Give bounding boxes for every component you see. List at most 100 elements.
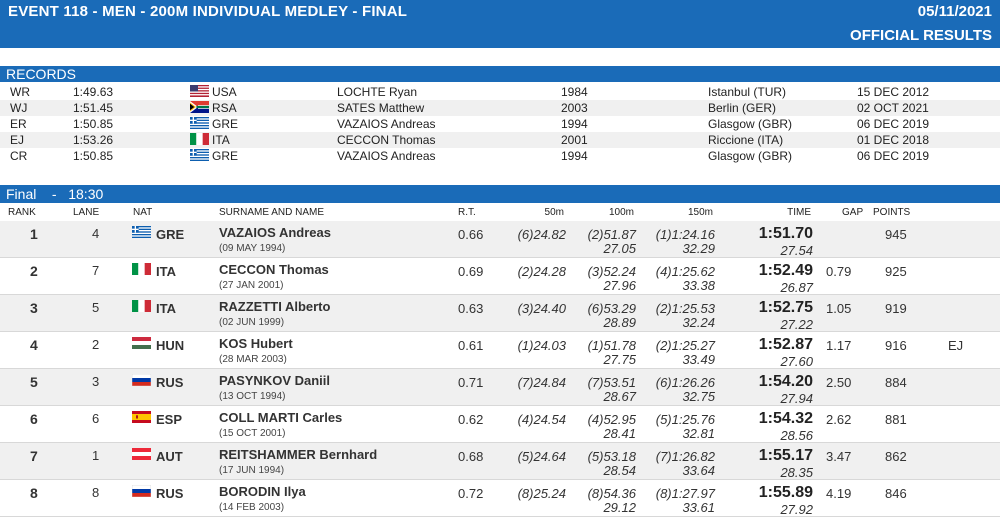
athlete-name: PASYNKOV Daniil [219,373,331,388]
result-nat: ESP [156,412,183,427]
split-50m: (6)24.82 [517,227,566,242]
records-title: RECORDS [6,66,77,82]
time-gap: 2.50 [826,375,852,390]
record-row: CR 1:50.85 GRE VAZAIOS Andreas 1994 Glasgow (… [0,148,1000,164]
results-column-headers: RANK LANE NAT SURNAME AND NAME R.T. 50m … [0,206,1000,220]
record-type: CR [10,149,28,163]
split-50m: (2)24.28 [517,264,566,279]
points: 884 [885,375,907,390]
result-lane: 1 [92,448,100,463]
record-date: 06 DEC 2019 [857,149,930,163]
record-holder: CECCON Thomas [337,133,436,147]
result-nat: RUS [156,486,184,501]
event-title: EVENT 118 - MEN - 200M INDIVIDUAL MEDLEY… [8,3,408,20]
final-lap: 28.56 [780,428,813,443]
event-date: 05/11/2021 [917,3,992,20]
result-rank: 5 [30,374,38,390]
result-row: 5 3 RUS PASYNKOV Daniil (13 OCT 1994) 0.71 (7)… [0,369,1000,406]
athlete-name: KOS Hubert [219,336,293,351]
header-100m: 100m [608,207,634,218]
reaction-time: 0.68 [458,449,484,464]
athlete-name: CECCON Thomas [219,262,329,277]
athlete-name: COLL MARTI Carles [219,410,343,425]
record-row: ER 1:50.85 GRE VAZAIOS Andreas 1994 Glasgow (… [0,116,1000,132]
lap-150m: 32.75 [682,389,715,404]
official-results-label: OFFICIAL RESULTS [850,27,992,44]
record-holder: LOCHTE Ryan [337,85,418,99]
result-lane: 5 [92,300,100,315]
result-rank: 8 [30,485,38,501]
record-nat: ITA [212,133,230,147]
split-50m: (5)24.64 [517,449,566,464]
points: 881 [885,412,907,427]
time-gap: 3.47 [826,449,852,464]
result-nat: ITA [156,264,176,279]
record-time: 1:49.63 [73,85,114,99]
record-type: WJ [10,101,28,115]
result-lane: 6 [92,411,100,426]
reaction-time: 0.69 [458,264,484,279]
split-100m: (2)51.87 [587,227,636,242]
ita-flag-icon [132,263,151,275]
athlete-dob: (13 OCT 1994) [219,391,286,402]
record-date: 06 DEC 2019 [857,117,930,131]
header-rt: R.T. [458,207,476,218]
reaction-time: 0.62 [458,412,484,427]
lap-150m: 32.24 [682,315,715,330]
final-time: 1:52.87 [758,336,813,353]
record-holder: VAZAIOS Andreas [337,117,436,131]
time-gap: 0.79 [826,264,852,279]
points: 862 [885,449,907,464]
result-lane: 8 [92,485,100,500]
split-150m: (1)1:24.16 [655,227,715,242]
results-header: EVENT 118 - MEN - 200M INDIVIDUAL MEDLEY… [0,0,1000,48]
split-50m: (8)25.24 [517,486,566,501]
final-time: 1:52.49 [758,262,813,279]
result-nat: HUN [156,338,185,353]
record-date: 01 DEC 2018 [857,133,930,147]
final-time: 1:55.17 [758,447,813,464]
ita-flag-icon [190,133,209,145]
gre-flag-icon [190,117,209,129]
athlete-dob: (27 JAN 2001) [219,280,284,291]
final-time: 1:55.89 [758,484,813,501]
record-time: 1:53.26 [73,133,114,147]
split-100m: (5)53.18 [587,449,636,464]
lap-100m: 27.75 [603,352,636,367]
lap-100m: 28.67 [603,389,636,404]
result-rank: 7 [30,448,38,464]
athlete-dob: (14 FEB 2003) [219,502,285,513]
record-date: 02 OCT 2021 [857,101,929,115]
athlete-name: RAZZETTI Alberto [219,299,331,314]
split-50m: (7)24.84 [517,375,566,390]
esp-flag-icon [132,411,151,423]
points: 919 [885,301,907,316]
split-100m: (7)53.51 [587,375,636,390]
result-lane: 4 [92,226,100,241]
final-section-bar: Final - 18:30 [0,185,1000,203]
lap-150m: 33.61 [682,500,715,515]
final-title: Final - 18:30 [6,186,104,202]
record-nat: GRE [212,117,239,131]
split-100m: (8)54.36 [587,486,636,501]
points: 945 [885,227,907,242]
record-place: Riccione (ITA) [708,133,784,147]
reaction-time: 0.63 [458,301,484,316]
athlete-dob: (15 OCT 2001) [219,428,286,439]
record-birth-year: 1994 [561,149,588,163]
time-gap: 4.19 [826,486,852,501]
split-150m: (2)1:25.27 [655,338,715,353]
time-gap: 1.05 [826,301,852,316]
final-lap: 27.22 [780,317,813,332]
split-150m: (6)1:26.26 [655,375,715,390]
record-place: Istanbul (TUR) [708,85,787,99]
final-lap: 27.54 [780,243,813,258]
record-nat: RSA [212,101,237,115]
result-rank: 1 [30,226,38,242]
split-100m: (6)53.29 [587,301,636,316]
result-rank: 2 [30,263,38,279]
gre-flag-icon [132,226,151,238]
result-nat: ITA [156,301,176,316]
ita-flag-icon [132,300,151,312]
split-150m: (2)1:25.53 [655,301,715,316]
